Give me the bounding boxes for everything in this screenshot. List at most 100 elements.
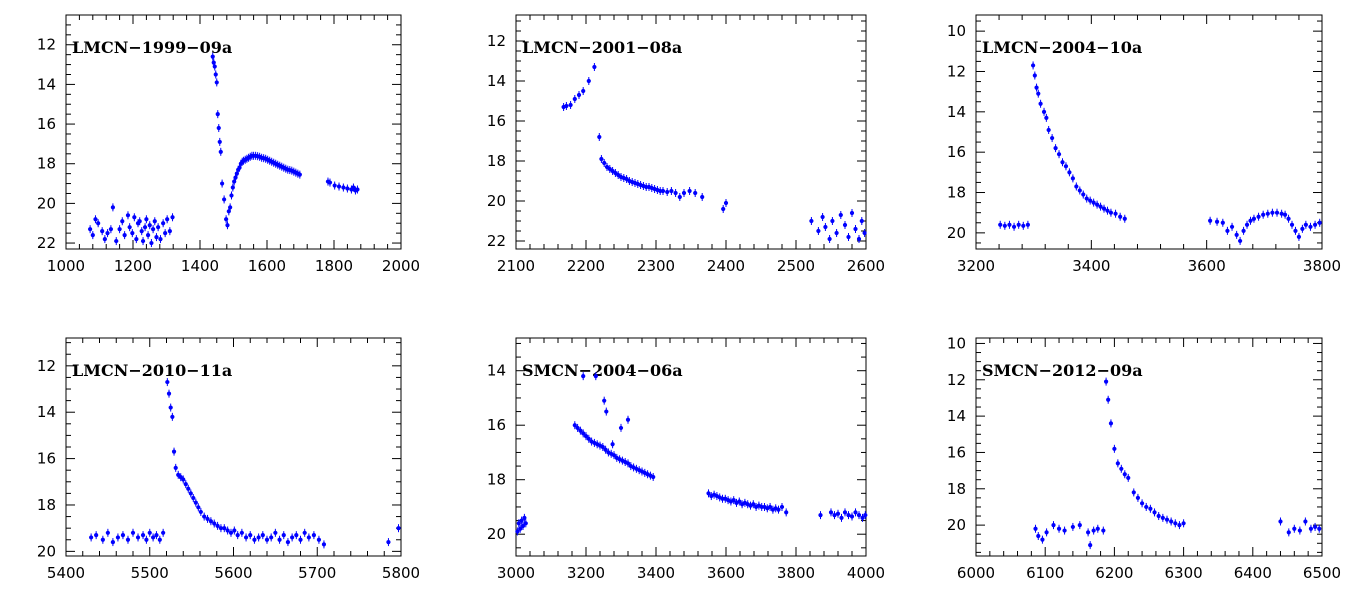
data-point (1060, 160, 1065, 165)
data-point (602, 160, 607, 166)
y-tick-label: 16 (37, 115, 56, 133)
data-point (1126, 475, 1131, 480)
data-point (122, 233, 127, 238)
data-point (183, 482, 188, 487)
data-point (1038, 101, 1043, 106)
data-points (1033, 377, 1322, 550)
data-point (222, 526, 227, 531)
data-point (592, 64, 597, 70)
data-point (863, 513, 868, 518)
data-point (120, 219, 125, 224)
panel-title: SMCN−2004−06a (522, 361, 683, 380)
data-point (105, 231, 110, 236)
data-point (751, 502, 756, 507)
data-point (520, 523, 526, 529)
data-point (144, 537, 149, 542)
data-point (125, 537, 131, 542)
data-point (1074, 184, 1079, 189)
data-point (1292, 526, 1297, 531)
data-point (1177, 523, 1182, 528)
data-point (232, 528, 237, 533)
data-point (311, 533, 316, 538)
x-tick-label: 6400 (1234, 564, 1272, 582)
data-point (593, 374, 598, 379)
data-point (1095, 202, 1100, 207)
data-point (522, 515, 527, 520)
data-point (1214, 219, 1220, 224)
x-tick-label: 5800 (382, 564, 420, 582)
data-point (243, 535, 249, 540)
data-point (519, 518, 524, 523)
data-point (193, 500, 198, 505)
data-point (1160, 515, 1165, 520)
data-point (1265, 211, 1270, 216)
data-point (321, 542, 327, 547)
x-tick-label: 3600 (707, 564, 745, 582)
data-point (88, 227, 93, 232)
data-point (285, 539, 291, 545)
data-point (306, 535, 311, 540)
data-point (516, 521, 521, 526)
data-point (134, 236, 139, 242)
data-point (1293, 228, 1298, 233)
data-point (853, 510, 858, 515)
data-point (117, 227, 122, 232)
x-tick-label: 2200 (567, 257, 605, 275)
data-point (1016, 222, 1021, 227)
data-point (210, 54, 215, 59)
data-point (700, 194, 705, 200)
data-point (102, 236, 107, 242)
data-point (218, 526, 224, 531)
data-point (693, 190, 698, 196)
data-point (256, 535, 261, 540)
data-point (830, 218, 835, 224)
y-tick-label: 14 (947, 407, 966, 425)
y-tick-label: 10 (947, 334, 966, 352)
data-point (224, 217, 229, 222)
y-tick-label: 16 (947, 143, 966, 161)
data-point (823, 224, 828, 230)
y-tick-label: 20 (37, 194, 56, 212)
data-point (1081, 192, 1086, 197)
y-tick-label: 18 (947, 480, 966, 498)
data-point (1063, 164, 1069, 169)
data-point (1270, 210, 1275, 215)
data-point (327, 180, 333, 185)
data-point (252, 537, 257, 542)
y-tick-label: 10 (947, 22, 966, 40)
data-point (152, 219, 157, 224)
x-tick-label: 5700 (298, 564, 336, 582)
panel-3: 3200 3400 3600 3800 10 12 14 16 18 20 LMCN−2004−10… (947, 14, 1341, 275)
data-point (386, 539, 391, 545)
data-point (396, 526, 401, 531)
data-point (229, 193, 234, 198)
data-point (1032, 73, 1037, 78)
data-point (1095, 526, 1100, 531)
data-point (230, 185, 235, 190)
data-point (137, 219, 142, 224)
data-point (809, 218, 814, 224)
panel-2: 2100 2200 2300 2400 2500 2600 12 14 16 18 20 22 LMCN… (487, 14, 885, 275)
x-tick-label: 1200 (114, 257, 152, 275)
panel-title: LMCN−2010−11a (72, 361, 232, 380)
y-tick-label: 20 (37, 542, 56, 560)
data-point (316, 537, 322, 542)
data-point (215, 523, 220, 528)
data-point (145, 233, 151, 238)
data-point (1308, 224, 1313, 229)
data-point (998, 222, 1003, 227)
data-point (673, 190, 678, 196)
data-point (1025, 222, 1030, 227)
data-point (248, 533, 253, 538)
y-tick-label: 12 (37, 357, 56, 375)
data-point (154, 235, 159, 240)
data-point (110, 205, 115, 210)
data-point (838, 212, 843, 218)
data-point (239, 530, 244, 535)
data-points (515, 372, 868, 536)
plot-frame (65, 14, 402, 250)
data-point (706, 491, 711, 496)
data-point (1101, 206, 1107, 211)
data-point (576, 92, 582, 98)
